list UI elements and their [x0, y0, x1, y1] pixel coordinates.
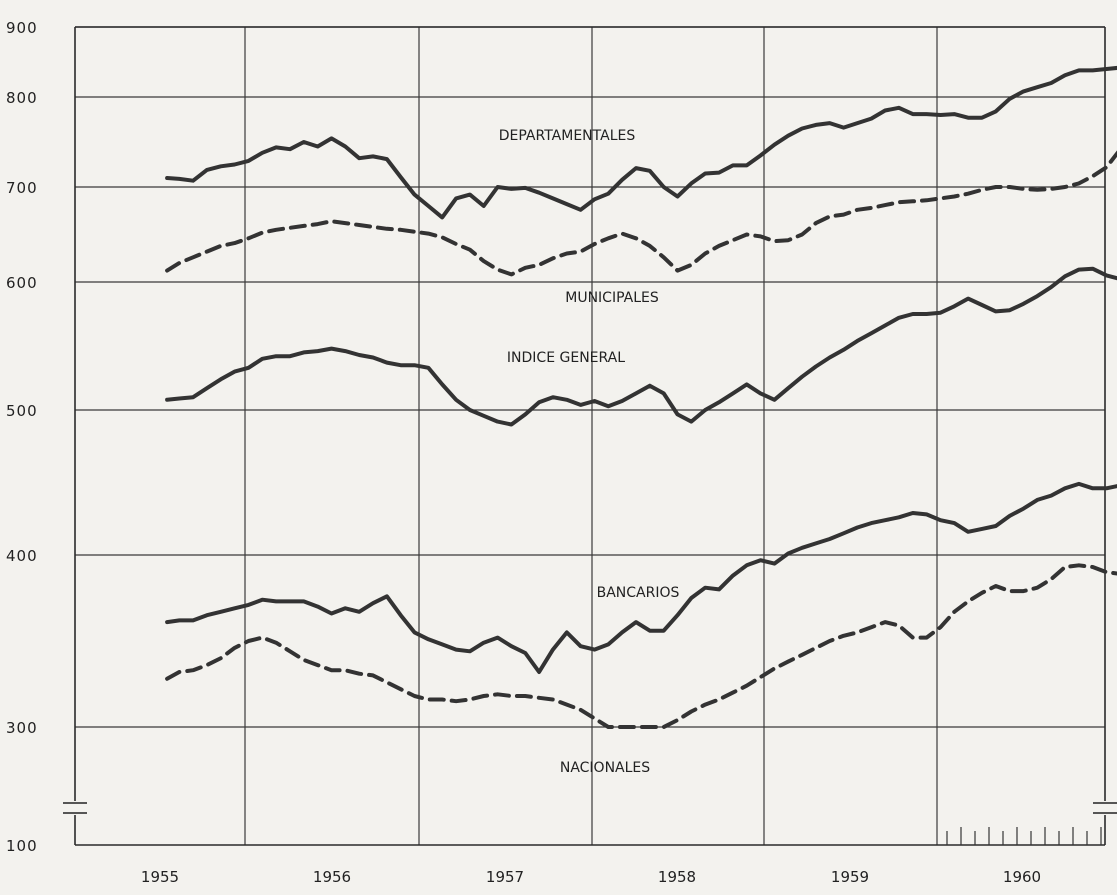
x-tick-label: 1959	[831, 868, 869, 886]
gridlines	[75, 26, 1105, 845]
series-label: MUNICIPALES	[565, 290, 659, 306]
y-tick-label: 900	[6, 19, 38, 37]
y-tick-label: 500	[6, 402, 38, 420]
series-label: NACIONALES	[560, 760, 650, 776]
axes	[63, 26, 1117, 846]
series-line-nacionales	[165, 563, 1117, 729]
series-line-departamentales	[165, 65, 1117, 220]
axis-break-right	[1093, 801, 1117, 815]
x-tick-label: 1960	[1003, 868, 1041, 886]
x-tick-label: 1957	[486, 868, 524, 886]
series-label: DEPARTAMENTALES	[499, 128, 636, 144]
y-tick-label: 700	[6, 179, 38, 197]
series-label: INDICE GENERAL	[507, 350, 625, 366]
tick-labels: 100 300 400 500 600 700 800 900 1955 1956 1957 1958…	[6, 19, 1041, 886]
series-line-indice-general	[165, 266, 1117, 427]
y-tick-label: 400	[6, 547, 38, 565]
y-tick-label: 100	[6, 837, 38, 855]
axis-break-left	[63, 801, 87, 815]
series-labels: DEPARTAMENTALES MUNICIPALES INDICE GENERAL…	[499, 128, 680, 776]
y-tick-label: 300	[6, 719, 38, 737]
series-line-municipales	[165, 150, 1117, 277]
series-lines	[165, 65, 1117, 729]
x-tick-label: 1956	[313, 868, 351, 886]
x-tick-label: 1958	[658, 868, 696, 886]
y-tick-label: 600	[6, 274, 38, 292]
y-tick-label: 800	[6, 89, 38, 107]
x-tick-label: 1955	[141, 868, 179, 886]
series-label: BANCARIOS	[597, 585, 680, 601]
series-line-bancarios	[165, 481, 1117, 674]
